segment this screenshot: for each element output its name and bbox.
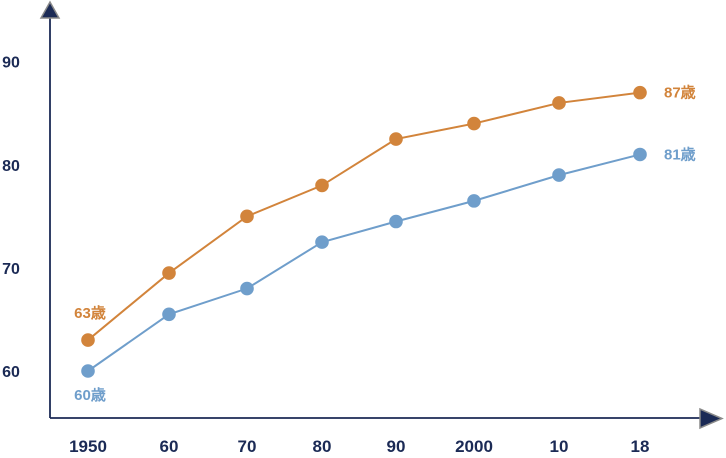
x-axis-tick-label: 80 xyxy=(313,437,332,456)
series-line xyxy=(87,91,641,341)
data-point xyxy=(81,333,95,347)
data-point xyxy=(633,147,647,162)
data-point xyxy=(315,178,329,193)
series-line xyxy=(87,153,641,372)
data-point xyxy=(633,85,647,100)
data-point xyxy=(240,281,254,296)
data-point xyxy=(552,96,566,110)
y-axis-tick-label: 60 xyxy=(2,364,20,381)
data-point xyxy=(81,364,95,378)
data-point xyxy=(552,168,566,182)
data-point xyxy=(389,132,403,146)
last-point-label: 81歳 xyxy=(664,145,696,163)
last-point-label: 87歳 xyxy=(664,84,696,102)
data-point xyxy=(315,235,329,249)
x-axis-tick-label: 18 xyxy=(631,437,650,456)
y-axis-tick-label: 80 xyxy=(2,158,20,175)
data-point xyxy=(467,194,481,208)
x-axis-tick-label: 2000 xyxy=(455,437,493,456)
data-point xyxy=(467,116,481,131)
x-axis-arrow-icon xyxy=(699,407,724,430)
x-axis-tick-label: 10 xyxy=(550,437,569,456)
x-axis-tick-label: 90 xyxy=(387,437,406,456)
y-axis-tick-label: 90 xyxy=(2,55,20,72)
x-axis-tick-label: 70 xyxy=(238,437,257,456)
first-point-label: 63歳 xyxy=(74,304,106,322)
x-axis-tick-label: 60 xyxy=(160,437,179,456)
data-point xyxy=(240,209,254,224)
data-point xyxy=(389,214,403,229)
y-axis-tick-label: 70 xyxy=(2,261,20,278)
first-point-label: 60歳 xyxy=(74,386,106,404)
data-point xyxy=(162,307,176,322)
x-axis-tick-label: 1950 xyxy=(69,437,107,456)
y-axis-arrow-icon xyxy=(39,0,61,19)
data-point xyxy=(162,266,176,280)
